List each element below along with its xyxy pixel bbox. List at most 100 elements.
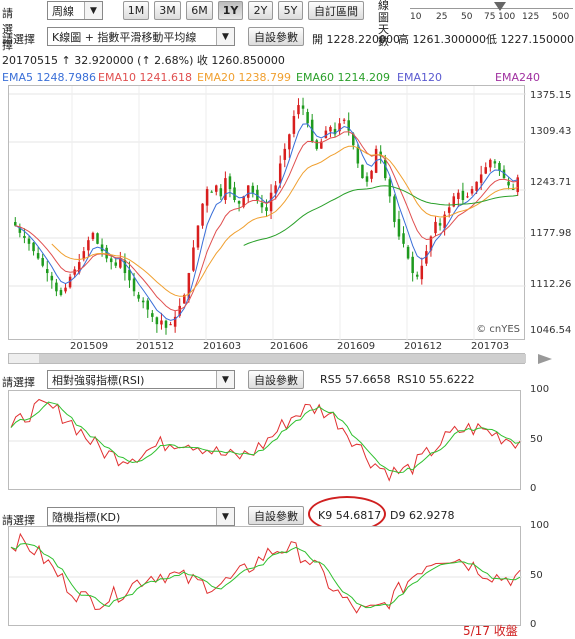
candle-body: [151, 313, 154, 317]
scroll-right-icon[interactable]: [538, 354, 552, 364]
candle-body: [141, 300, 145, 303]
range-button-6m[interactable]: 6M: [186, 1, 213, 20]
rsi-settings-button[interactable]: 自設參數: [248, 370, 304, 389]
period-select[interactable]: 周線 ▼: [47, 1, 103, 20]
candle-body: [361, 164, 364, 179]
chevron-down-icon: ▼: [216, 28, 234, 45]
x-tick: 201509: [70, 341, 109, 352]
y-tick: 0: [530, 483, 537, 494]
candle-body: [68, 276, 72, 288]
candle-body: [55, 282, 58, 292]
y-tick: 0: [530, 619, 537, 630]
rs10-line: [10, 401, 521, 474]
candle-body: [379, 151, 382, 157]
x-tick: 201703: [471, 341, 510, 352]
candle-body: [87, 240, 90, 251]
slider-thumb[interactable]: [494, 2, 506, 11]
candle-body: [128, 269, 131, 281]
candle-body: [447, 207, 451, 213]
y-tick: 1046.54: [530, 325, 572, 336]
rsi-indicator-select[interactable]: 相對強弱指標(RSI) ▼: [47, 370, 235, 389]
candle-body: [479, 174, 483, 183]
candle-body: [498, 162, 501, 171]
range-button-1m[interactable]: 1M: [123, 1, 149, 20]
candle-body: [434, 221, 437, 234]
candle-body: [384, 159, 387, 179]
candle-body: [333, 128, 337, 135]
candle-body: [315, 140, 318, 149]
range-button-5y[interactable]: 5Y: [278, 1, 303, 20]
ema5-line: [15, 123, 518, 321]
candle-body: [96, 233, 99, 244]
select-label: 請選擇: [2, 33, 35, 46]
ema10-line: [15, 131, 518, 312]
candle-body: [484, 167, 487, 174]
candle-body: [502, 169, 506, 179]
settings-button[interactable]: 自設參數: [248, 27, 304, 46]
candle-body: [41, 257, 44, 266]
select-label: 請選擇: [2, 7, 13, 52]
watermark: © cnYES: [476, 324, 520, 335]
candle-body: [91, 232, 95, 240]
y-tick: 1243.71: [530, 177, 572, 188]
kd-indicator-select[interactable]: 隨機指標(KD) ▼: [47, 507, 235, 526]
candle-body: [196, 225, 200, 248]
candle-body: [402, 233, 405, 244]
candle-body: [119, 258, 122, 268]
candle-body: [27, 238, 31, 244]
range-button-1y[interactable]: 1Y: [218, 1, 243, 20]
main-indicator-select[interactable]: K線圖 + 指數平滑移動平均線 ▼: [47, 27, 235, 46]
candle-body: [310, 119, 314, 142]
range-button-2y[interactable]: 2Y: [248, 1, 273, 20]
candle-body: [114, 262, 118, 266]
candle-body: [516, 177, 519, 193]
candle-body: [224, 178, 227, 200]
scrollbar-thumb[interactable]: [39, 354, 526, 363]
candle-body: [406, 246, 410, 259]
candle-body: [306, 111, 309, 124]
candle-body: [132, 278, 136, 292]
candle-body: [77, 262, 81, 273]
candle-body: [219, 188, 223, 197]
candle-body: [342, 119, 346, 121]
candle-body: [461, 190, 465, 201]
candle-body: [137, 294, 140, 299]
open-value: 開 1228.220000: [312, 33, 400, 46]
custom-range-button[interactable]: 自訂區間: [308, 1, 364, 20]
y-tick: 1309.43: [530, 126, 572, 137]
y-tick: 100: [530, 520, 550, 531]
candle-body: [215, 185, 218, 192]
candle-body: [228, 176, 232, 190]
candle-body: [452, 196, 456, 207]
candle-body: [183, 294, 186, 304]
close-note: 5/17 收盤: [463, 624, 518, 638]
ema20-line: [51, 145, 518, 297]
candle-body: [251, 185, 255, 193]
candle-body: [438, 223, 442, 226]
candle-body: [338, 123, 341, 132]
d9-line: [10, 542, 521, 609]
days-slider[interactable]: 10 25 50 75 100 125 500: [410, 0, 573, 24]
candle-body: [105, 247, 108, 259]
kd-settings-button[interactable]: 自設參數: [248, 506, 304, 525]
y-tick: 100: [530, 384, 550, 395]
kd-chart-panel: [8, 526, 522, 626]
candle-body: [173, 316, 177, 327]
candle-body: [493, 161, 497, 164]
candle-body: [420, 265, 424, 280]
candle-body: [297, 105, 300, 115]
y-tick: 1112.26: [530, 279, 572, 290]
candle-body: [269, 192, 273, 212]
candle-body: [347, 120, 350, 131]
chart-scrollbar[interactable]: [8, 353, 526, 364]
range-button-3m[interactable]: 3M: [154, 1, 181, 20]
k9-line: [10, 532, 521, 614]
x-tick: 201606: [270, 341, 309, 352]
candle-body: [210, 191, 213, 193]
candle-body: [457, 192, 460, 199]
candle-body: [205, 189, 209, 206]
main-chart-panel: © cnYES: [8, 85, 526, 341]
candle-body: [425, 251, 428, 264]
d9-value: D9 62.9278: [390, 509, 455, 522]
candle-body: [18, 227, 22, 233]
